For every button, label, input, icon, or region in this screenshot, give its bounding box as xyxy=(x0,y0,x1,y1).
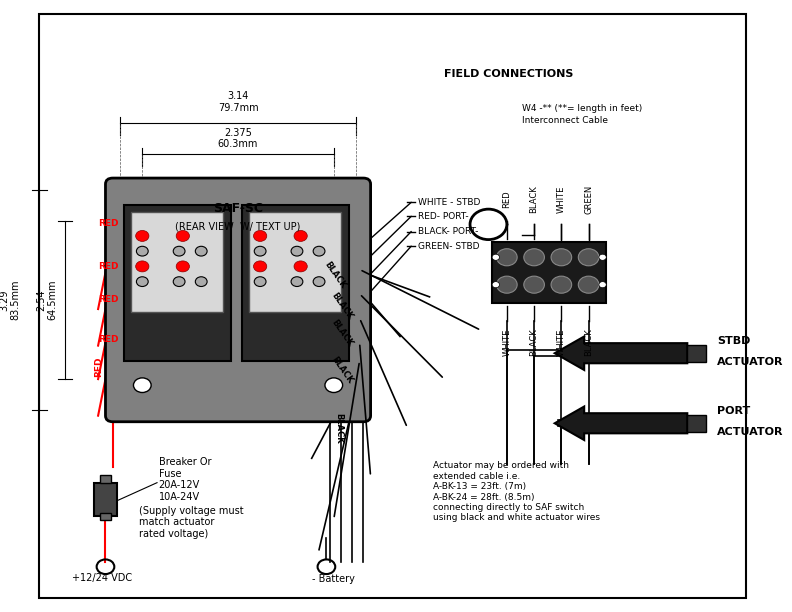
Text: RED: RED xyxy=(94,357,104,377)
Circle shape xyxy=(176,261,189,272)
Text: BLACK: BLACK xyxy=(333,412,343,443)
Text: FIELD CONNECTIONS: FIELD CONNECTIONS xyxy=(444,70,573,80)
Circle shape xyxy=(294,261,307,272)
Text: RED: RED xyxy=(502,190,512,208)
Bar xyxy=(124,206,230,361)
Circle shape xyxy=(325,378,343,392)
Circle shape xyxy=(524,248,544,266)
Text: SAF-SC: SAF-SC xyxy=(213,202,263,215)
Text: (REAR VIEW  W/ TEXT UP): (REAR VIEW W/ TEXT UP) xyxy=(175,222,301,232)
Circle shape xyxy=(524,276,544,293)
Bar xyxy=(100,476,112,483)
Text: BLACK: BLACK xyxy=(330,291,355,321)
Text: WHITE: WHITE xyxy=(502,329,512,356)
Text: BLACK: BLACK xyxy=(330,318,355,349)
Circle shape xyxy=(578,276,599,293)
Circle shape xyxy=(134,378,151,392)
Text: BLACK: BLACK xyxy=(330,355,355,385)
Circle shape xyxy=(325,211,343,225)
Text: ACTUATOR: ACTUATOR xyxy=(717,357,783,367)
Bar xyxy=(100,513,112,520)
Text: PORT: PORT xyxy=(717,406,750,416)
Circle shape xyxy=(551,248,572,266)
Circle shape xyxy=(599,282,607,288)
Circle shape xyxy=(599,254,607,260)
Circle shape xyxy=(136,277,148,286)
Circle shape xyxy=(136,246,148,256)
Text: GREEN: GREEN xyxy=(584,185,593,214)
Circle shape xyxy=(254,246,266,256)
Polygon shape xyxy=(554,406,687,440)
Circle shape xyxy=(313,277,325,286)
Text: GREEN- STBD: GREEN- STBD xyxy=(418,242,480,251)
Circle shape xyxy=(492,254,500,260)
Text: W4 -** (**= length in feet): W4 -** (**= length in feet) xyxy=(522,103,642,113)
Text: BLACK: BLACK xyxy=(584,329,593,356)
Circle shape xyxy=(173,246,185,256)
Text: BLACK: BLACK xyxy=(322,261,348,291)
Bar xyxy=(242,206,348,361)
Circle shape xyxy=(551,276,572,293)
Circle shape xyxy=(176,231,189,241)
Bar xyxy=(492,242,607,303)
Text: - Battery: - Battery xyxy=(312,574,356,584)
Text: STBD: STBD xyxy=(717,336,750,346)
Circle shape xyxy=(135,261,149,272)
Circle shape xyxy=(294,231,307,241)
Bar xyxy=(249,212,341,312)
Circle shape xyxy=(135,231,149,241)
Text: RED: RED xyxy=(98,296,119,304)
Text: WHITE: WHITE xyxy=(557,185,565,213)
Circle shape xyxy=(253,261,267,272)
Text: ACTUATOR: ACTUATOR xyxy=(717,427,783,438)
Circle shape xyxy=(470,209,507,239)
Text: 3.14
79.7mm: 3.14 79.7mm xyxy=(218,91,258,113)
Text: RED- PORT-: RED- PORT- xyxy=(418,212,469,221)
Bar xyxy=(94,483,116,516)
Text: Interconnect Cable: Interconnect Cable xyxy=(522,116,607,125)
Text: 2.375
60.3mm: 2.375 60.3mm xyxy=(218,128,258,149)
Bar xyxy=(687,415,706,431)
Circle shape xyxy=(134,211,151,225)
Circle shape xyxy=(253,231,267,241)
Circle shape xyxy=(313,246,325,256)
Circle shape xyxy=(578,248,599,266)
Bar xyxy=(687,345,706,362)
Text: (Supply voltage must
match actuator
rated voltage): (Supply voltage must match actuator rate… xyxy=(139,506,243,539)
Circle shape xyxy=(196,277,208,286)
Circle shape xyxy=(492,282,500,288)
Text: RED: RED xyxy=(98,219,119,228)
Text: RED: RED xyxy=(98,262,119,271)
Bar xyxy=(131,212,223,312)
Text: Actuator may be ordered with
extended cable i.e.
A-BK-13 = 23ft. (7m)
A-BK-24 = : Actuator may be ordered with extended ca… xyxy=(433,461,600,522)
Text: BLACK: BLACK xyxy=(530,329,539,356)
Text: RED: RED xyxy=(98,335,119,344)
Text: WHITE: WHITE xyxy=(557,329,565,356)
Text: +12/24 VDC: +12/24 VDC xyxy=(72,573,131,583)
Circle shape xyxy=(291,277,303,286)
Text: 3.29
83.5mm: 3.29 83.5mm xyxy=(0,280,21,320)
Circle shape xyxy=(497,276,517,293)
Polygon shape xyxy=(554,337,687,370)
Text: Breaker Or
Fuse
20A-12V
10A-24V: Breaker Or Fuse 20A-12V 10A-24V xyxy=(158,457,211,502)
Text: BLACK: BLACK xyxy=(530,185,539,213)
FancyBboxPatch shape xyxy=(105,178,371,422)
Text: WHITE - STBD: WHITE - STBD xyxy=(418,198,481,207)
Circle shape xyxy=(291,246,303,256)
Circle shape xyxy=(196,246,208,256)
Text: 2.54
64.5mm: 2.54 64.5mm xyxy=(36,280,57,320)
Circle shape xyxy=(497,248,517,266)
Circle shape xyxy=(173,277,185,286)
Text: BLACK- PORT-: BLACK- PORT- xyxy=(418,227,479,236)
Circle shape xyxy=(254,277,266,286)
